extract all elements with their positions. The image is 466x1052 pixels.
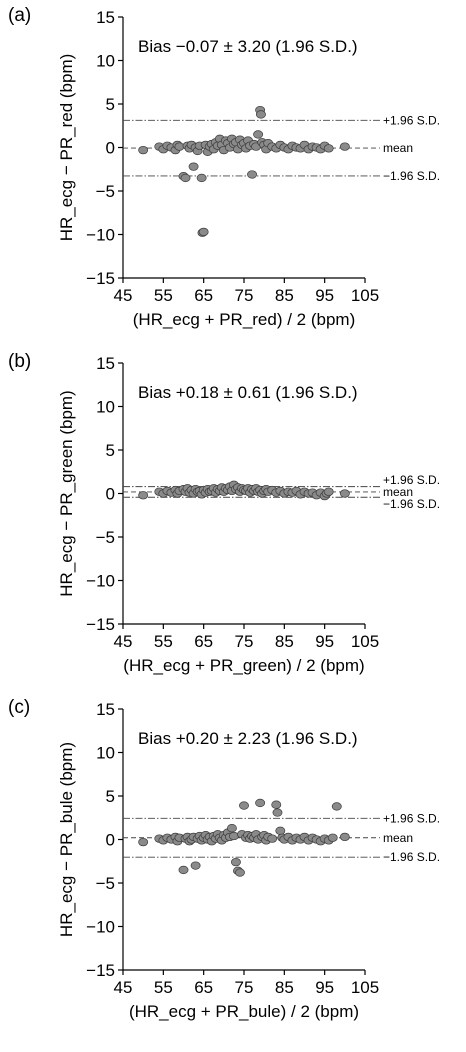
lower-limit-label: −1.96 S.D. (383, 497, 440, 511)
y-tick-label: 5 (106, 787, 115, 806)
y-tick-label: −10 (86, 918, 115, 937)
mean-label: mean (383, 831, 413, 845)
data-point (339, 489, 350, 498)
data-point (230, 857, 241, 867)
y-tick-label: −15 (86, 615, 115, 634)
data-point (235, 868, 245, 877)
y-tick-label: −10 (86, 226, 115, 245)
data-point (272, 808, 283, 817)
x-tick-label: 105 (351, 632, 379, 651)
y-tick-label: −5 (96, 528, 115, 547)
data-point (196, 173, 207, 183)
mean-label: mean (383, 141, 413, 155)
bias-annotation: Bias +0.20 ± 2.23 (1.96 S.D.) (138, 729, 358, 748)
upper-limit-label: +1.96 S.D. (383, 473, 440, 487)
y-tick-label: −15 (86, 269, 115, 288)
x-tick-label: 65 (194, 286, 213, 305)
x-tick-label: 95 (315, 286, 334, 305)
lower-limit-label: −1.96 S.D. (383, 169, 440, 183)
data-point (188, 162, 199, 171)
data-point (339, 832, 350, 842)
data-point (178, 865, 189, 875)
y-tick-label: 5 (106, 95, 115, 114)
data-point (138, 837, 149, 847)
x-tick-label: 65 (194, 632, 213, 651)
data-point (190, 861, 201, 870)
x-tick-label: 65 (194, 978, 213, 997)
x-tick-label: 45 (114, 978, 133, 997)
y-tick-label: −5 (96, 182, 115, 201)
data-point (271, 800, 282, 809)
x-tick-label: 105 (351, 978, 379, 997)
y-tick-label: 15 (96, 354, 115, 373)
x-axis-title: (HR_ecg + PR_green) / 2 (bpm) (123, 656, 364, 675)
data-point (275, 826, 286, 835)
data-point (327, 833, 338, 842)
y-tick-label: −5 (96, 874, 115, 893)
data-point (323, 487, 334, 496)
bias-annotation: Bias +0.18 ± 0.61 (1.96 S.D.) (138, 383, 358, 402)
data-point (331, 802, 342, 811)
data-point (226, 824, 237, 833)
x-tick-label: 95 (315, 978, 334, 997)
data-point (138, 491, 149, 500)
y-tick-label: 5 (106, 441, 115, 460)
upper-limit-label: +1.96 S.D. (383, 113, 440, 127)
lower-limit-label: −1.96 S.D. (383, 850, 440, 864)
data-point (180, 173, 191, 183)
panel-label: (b) (8, 351, 31, 372)
x-tick-label: 75 (235, 632, 254, 651)
panel-label: (c) (8, 697, 30, 718)
y-tick-label: 15 (96, 8, 115, 27)
x-tick-label: 85 (275, 286, 294, 305)
y-tick-label: 10 (96, 744, 115, 763)
panel-label: (a) (8, 5, 31, 26)
y-axis-title: HR_ecg − PR_red (bpm) (57, 54, 76, 242)
data-point (198, 227, 209, 237)
y-tick-label: 10 (96, 52, 115, 71)
x-tick-label: 55 (154, 978, 173, 997)
upper-limit-label: +1.96 S.D. (383, 811, 440, 825)
x-tick-label: 95 (315, 632, 334, 651)
y-tick-label: −15 (86, 961, 115, 980)
mean-label: mean (383, 485, 413, 499)
x-tick-label: 85 (275, 978, 294, 997)
x-tick-label: 85 (275, 632, 294, 651)
data-point (323, 144, 334, 153)
y-tick-label: −10 (86, 572, 115, 591)
bias-annotation: Bias −0.07 ± 3.20 (1.96 S.D.) (138, 37, 358, 56)
data-point (253, 130, 264, 139)
x-tick-label: 45 (114, 632, 133, 651)
data-point (239, 801, 249, 810)
y-tick-label: 0 (106, 485, 115, 504)
x-tick-label: 55 (154, 286, 173, 305)
y-tick-label: 0 (106, 139, 115, 158)
y-tick-label: 0 (106, 831, 115, 850)
y-axis-title: HR_ecg − PR_bule (bpm) (57, 742, 76, 937)
data-point (255, 110, 266, 119)
x-tick-label: 75 (235, 978, 254, 997)
x-tick-label: 105 (351, 286, 379, 305)
y-tick-label: 10 (96, 398, 115, 417)
data-point (138, 145, 149, 155)
data-point (247, 170, 258, 179)
x-axis-title: (HR_ecg + PR_red) / 2 (bpm) (133, 310, 356, 329)
x-tick-label: 75 (235, 286, 254, 305)
data-point (267, 834, 278, 843)
data-point (339, 142, 350, 151)
x-axis-title: (HR_ecg + PR_bule) / 2 (bpm) (129, 1002, 359, 1021)
data-point (255, 798, 266, 808)
data-point (228, 831, 239, 841)
y-axis-title: HR_ecg − PR_green (bpm) (57, 390, 76, 596)
y-tick-label: 15 (96, 700, 115, 719)
x-tick-label: 45 (114, 286, 133, 305)
x-tick-label: 55 (154, 632, 173, 651)
